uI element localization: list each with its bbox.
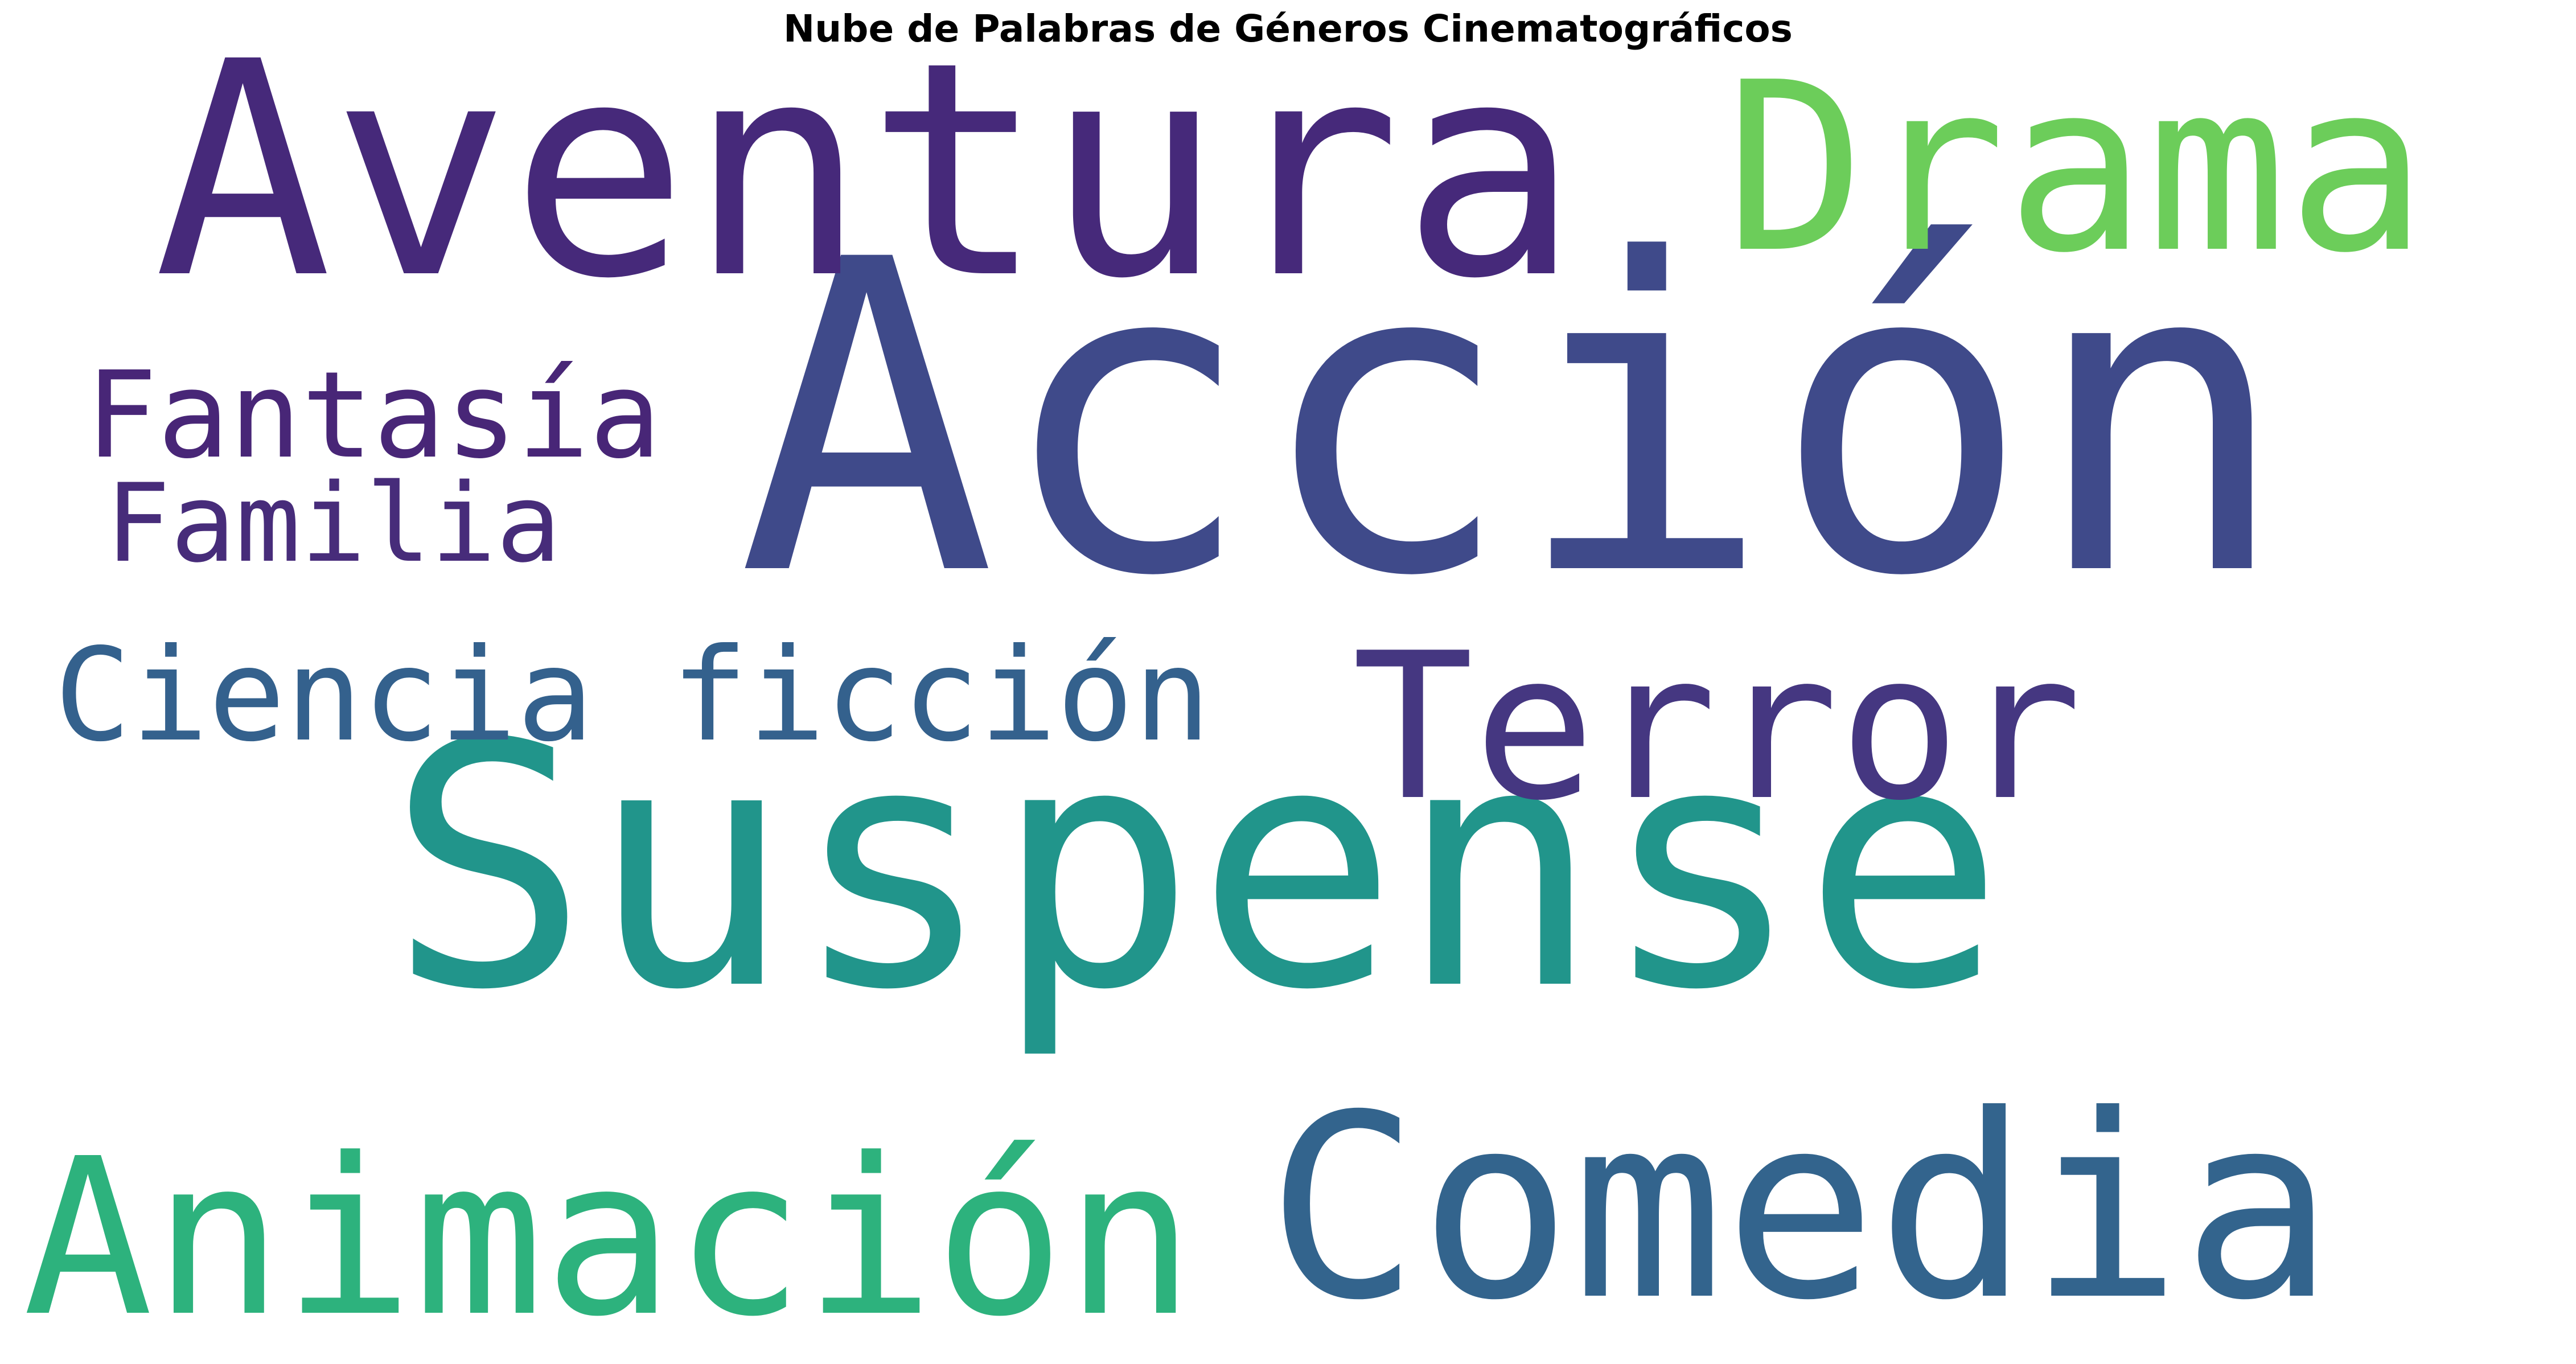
word-comedia: Comedia xyxy=(1267,1061,2335,1355)
word-terror: Terror xyxy=(1352,609,2082,845)
word-suspense: Suspense xyxy=(387,672,2005,1063)
word-ciencia-ficcion: Ciencia ficción xyxy=(54,621,1211,770)
word-fantasia: Fantasía xyxy=(85,346,662,485)
word-aventura: Aventura xyxy=(154,0,1580,343)
word-animacion: Animación xyxy=(23,1112,1195,1364)
chart-title: Nube de Palabras de Géneros Cinematográf… xyxy=(783,7,1793,51)
word-familia: Familia xyxy=(105,461,561,586)
word-accion: Acción xyxy=(737,170,2290,670)
word-drama: Drama xyxy=(1725,32,2428,304)
